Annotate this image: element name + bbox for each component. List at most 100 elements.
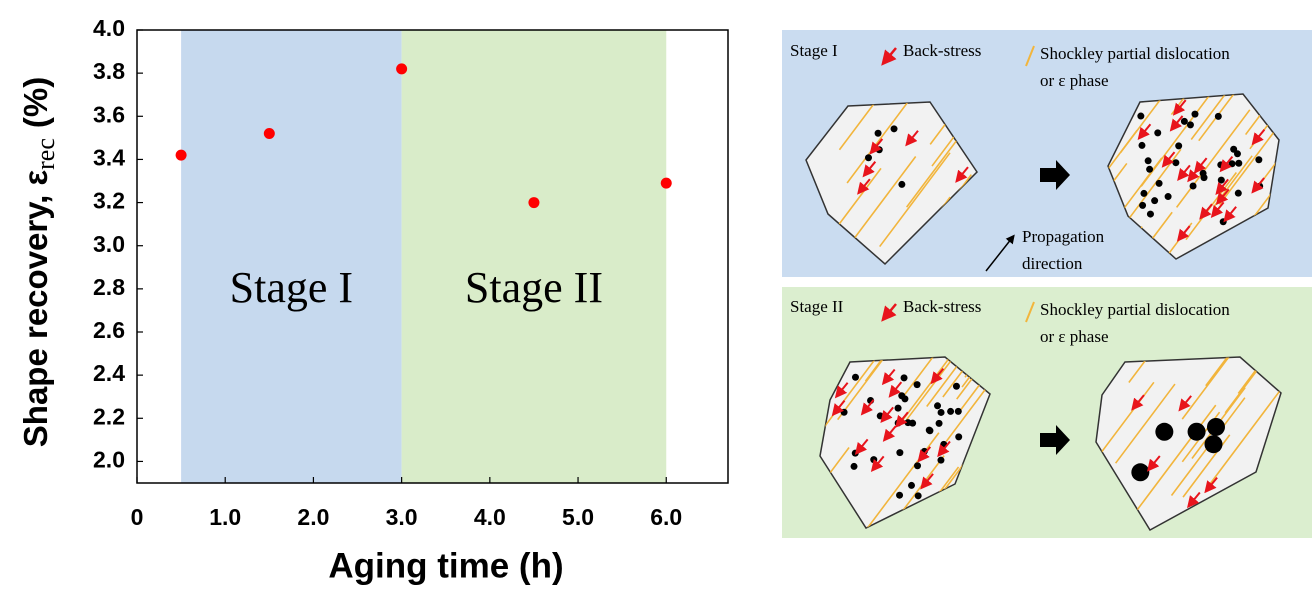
precipitate — [1218, 177, 1225, 184]
precipitate — [936, 420, 943, 427]
precipitate — [1155, 423, 1173, 441]
annotation: direction — [1022, 254, 1083, 273]
panel-stage: Stage I — [790, 41, 838, 60]
y-tick-label: 3.8 — [93, 58, 125, 84]
data-point — [176, 150, 187, 161]
y-tick-label: 3.6 — [93, 101, 125, 127]
precipitate — [1191, 111, 1198, 118]
precipitate — [1140, 190, 1147, 197]
diagram: Stage I Back-stress Shockley partial dis… — [776, 1, 1314, 560]
x-tick-label: 2.0 — [297, 504, 329, 530]
x-tick-label: 3.0 — [386, 504, 418, 530]
precipitate — [870, 456, 877, 463]
y-tick-label: 2.0 — [93, 447, 125, 473]
precipitate — [1138, 142, 1145, 149]
data-point — [264, 128, 275, 139]
region-label: Stage II — [465, 263, 603, 312]
precipitate — [1151, 197, 1158, 204]
precipitate — [1175, 142, 1182, 149]
precipitate — [1215, 113, 1222, 120]
data-point — [661, 178, 672, 189]
precipitate — [1235, 160, 1242, 167]
y-label-main: Shape recovery, ε — [17, 170, 54, 448]
y-tick-label: 2.2 — [93, 403, 125, 429]
legend-label: Back-stress — [903, 297, 981, 316]
x-tick-label: 5.0 — [562, 504, 594, 530]
x-tick-label: 0 — [131, 504, 144, 530]
precipitate — [1187, 121, 1194, 128]
precipitate — [904, 419, 911, 426]
precipitate — [1165, 193, 1172, 200]
stage-region — [402, 30, 667, 483]
y-tick-label: 3.4 — [93, 145, 125, 171]
precipitate — [851, 463, 858, 470]
precipitate — [914, 381, 921, 388]
precipitate — [876, 146, 883, 153]
precipitate — [1137, 113, 1144, 120]
y-tick-label: 3.0 — [93, 231, 125, 257]
legend-label: Shockley partial dislocation — [1040, 44, 1230, 63]
x-tick-label: 1.0 — [209, 504, 241, 530]
precipitate — [1147, 211, 1154, 218]
precipitate — [901, 374, 908, 381]
precipitate — [914, 462, 921, 469]
precipitate — [841, 409, 848, 416]
x-tick-label: 6.0 — [650, 504, 682, 530]
precipitate — [896, 449, 903, 456]
y-label-unit: (%) — [17, 77, 54, 128]
figure: Stage IStage II2.02.22.42.62.83.03.23.43… — [0, 0, 1314, 590]
region-label: Stage I — [230, 263, 353, 312]
precipitate — [926, 427, 933, 434]
precipitate — [1172, 159, 1179, 166]
precipitate — [934, 402, 941, 409]
legend-label: Shockley partial dislocation — [1040, 300, 1230, 319]
precipitate — [1220, 218, 1227, 225]
precipitate — [1188, 423, 1206, 441]
y-axis-label: Shape recovery, εrec (%) — [17, 77, 60, 447]
precipitate — [1181, 118, 1188, 125]
precipitate — [1131, 463, 1149, 481]
precipitate — [947, 408, 954, 415]
precipitate — [877, 412, 884, 419]
precipitate — [875, 130, 882, 137]
precipitate — [955, 433, 962, 440]
precipitate — [891, 125, 898, 132]
x-axis-label: Aging time (h) — [328, 546, 563, 585]
precipitate — [1154, 129, 1161, 136]
precipitate — [852, 450, 859, 457]
precipitate — [1204, 435, 1222, 453]
legend-label: Back-stress — [903, 41, 981, 60]
data-point — [528, 197, 539, 208]
precipitate — [901, 395, 908, 402]
y-label-sub: rec — [31, 138, 60, 170]
x-tick-label: 4.0 — [474, 504, 506, 530]
legend-label: or ε phase — [1040, 327, 1109, 346]
precipitate — [1255, 156, 1262, 163]
precipitate — [955, 408, 962, 415]
precipitate — [1145, 157, 1152, 164]
precipitate — [938, 409, 945, 416]
y-tick-label: 3.2 — [93, 188, 125, 214]
stage-region — [181, 30, 402, 483]
precipitate — [1146, 166, 1153, 173]
panel-stage: Stage II — [790, 297, 844, 316]
precipitate — [1207, 418, 1225, 436]
precipitate — [1235, 190, 1242, 197]
precipitate — [915, 492, 922, 499]
y-tick-label: 4.0 — [93, 15, 125, 41]
precipitate — [953, 383, 960, 390]
precipitate — [898, 181, 905, 188]
y-tick-label: 2.6 — [93, 317, 125, 343]
annotation: Propagation — [1022, 227, 1105, 246]
chart: Stage IStage II2.02.22.42.62.83.03.23.43… — [17, 15, 728, 585]
precipitate — [852, 374, 859, 381]
precipitate — [908, 482, 915, 489]
precipitate — [896, 492, 903, 499]
precipitate — [1156, 180, 1163, 187]
precipitate — [1139, 202, 1146, 209]
precipitate — [1234, 150, 1241, 157]
legend-label: or ε phase — [1040, 71, 1109, 90]
precipitate — [937, 457, 944, 464]
y-tick-label: 2.8 — [93, 274, 125, 300]
precipitate — [895, 405, 902, 412]
